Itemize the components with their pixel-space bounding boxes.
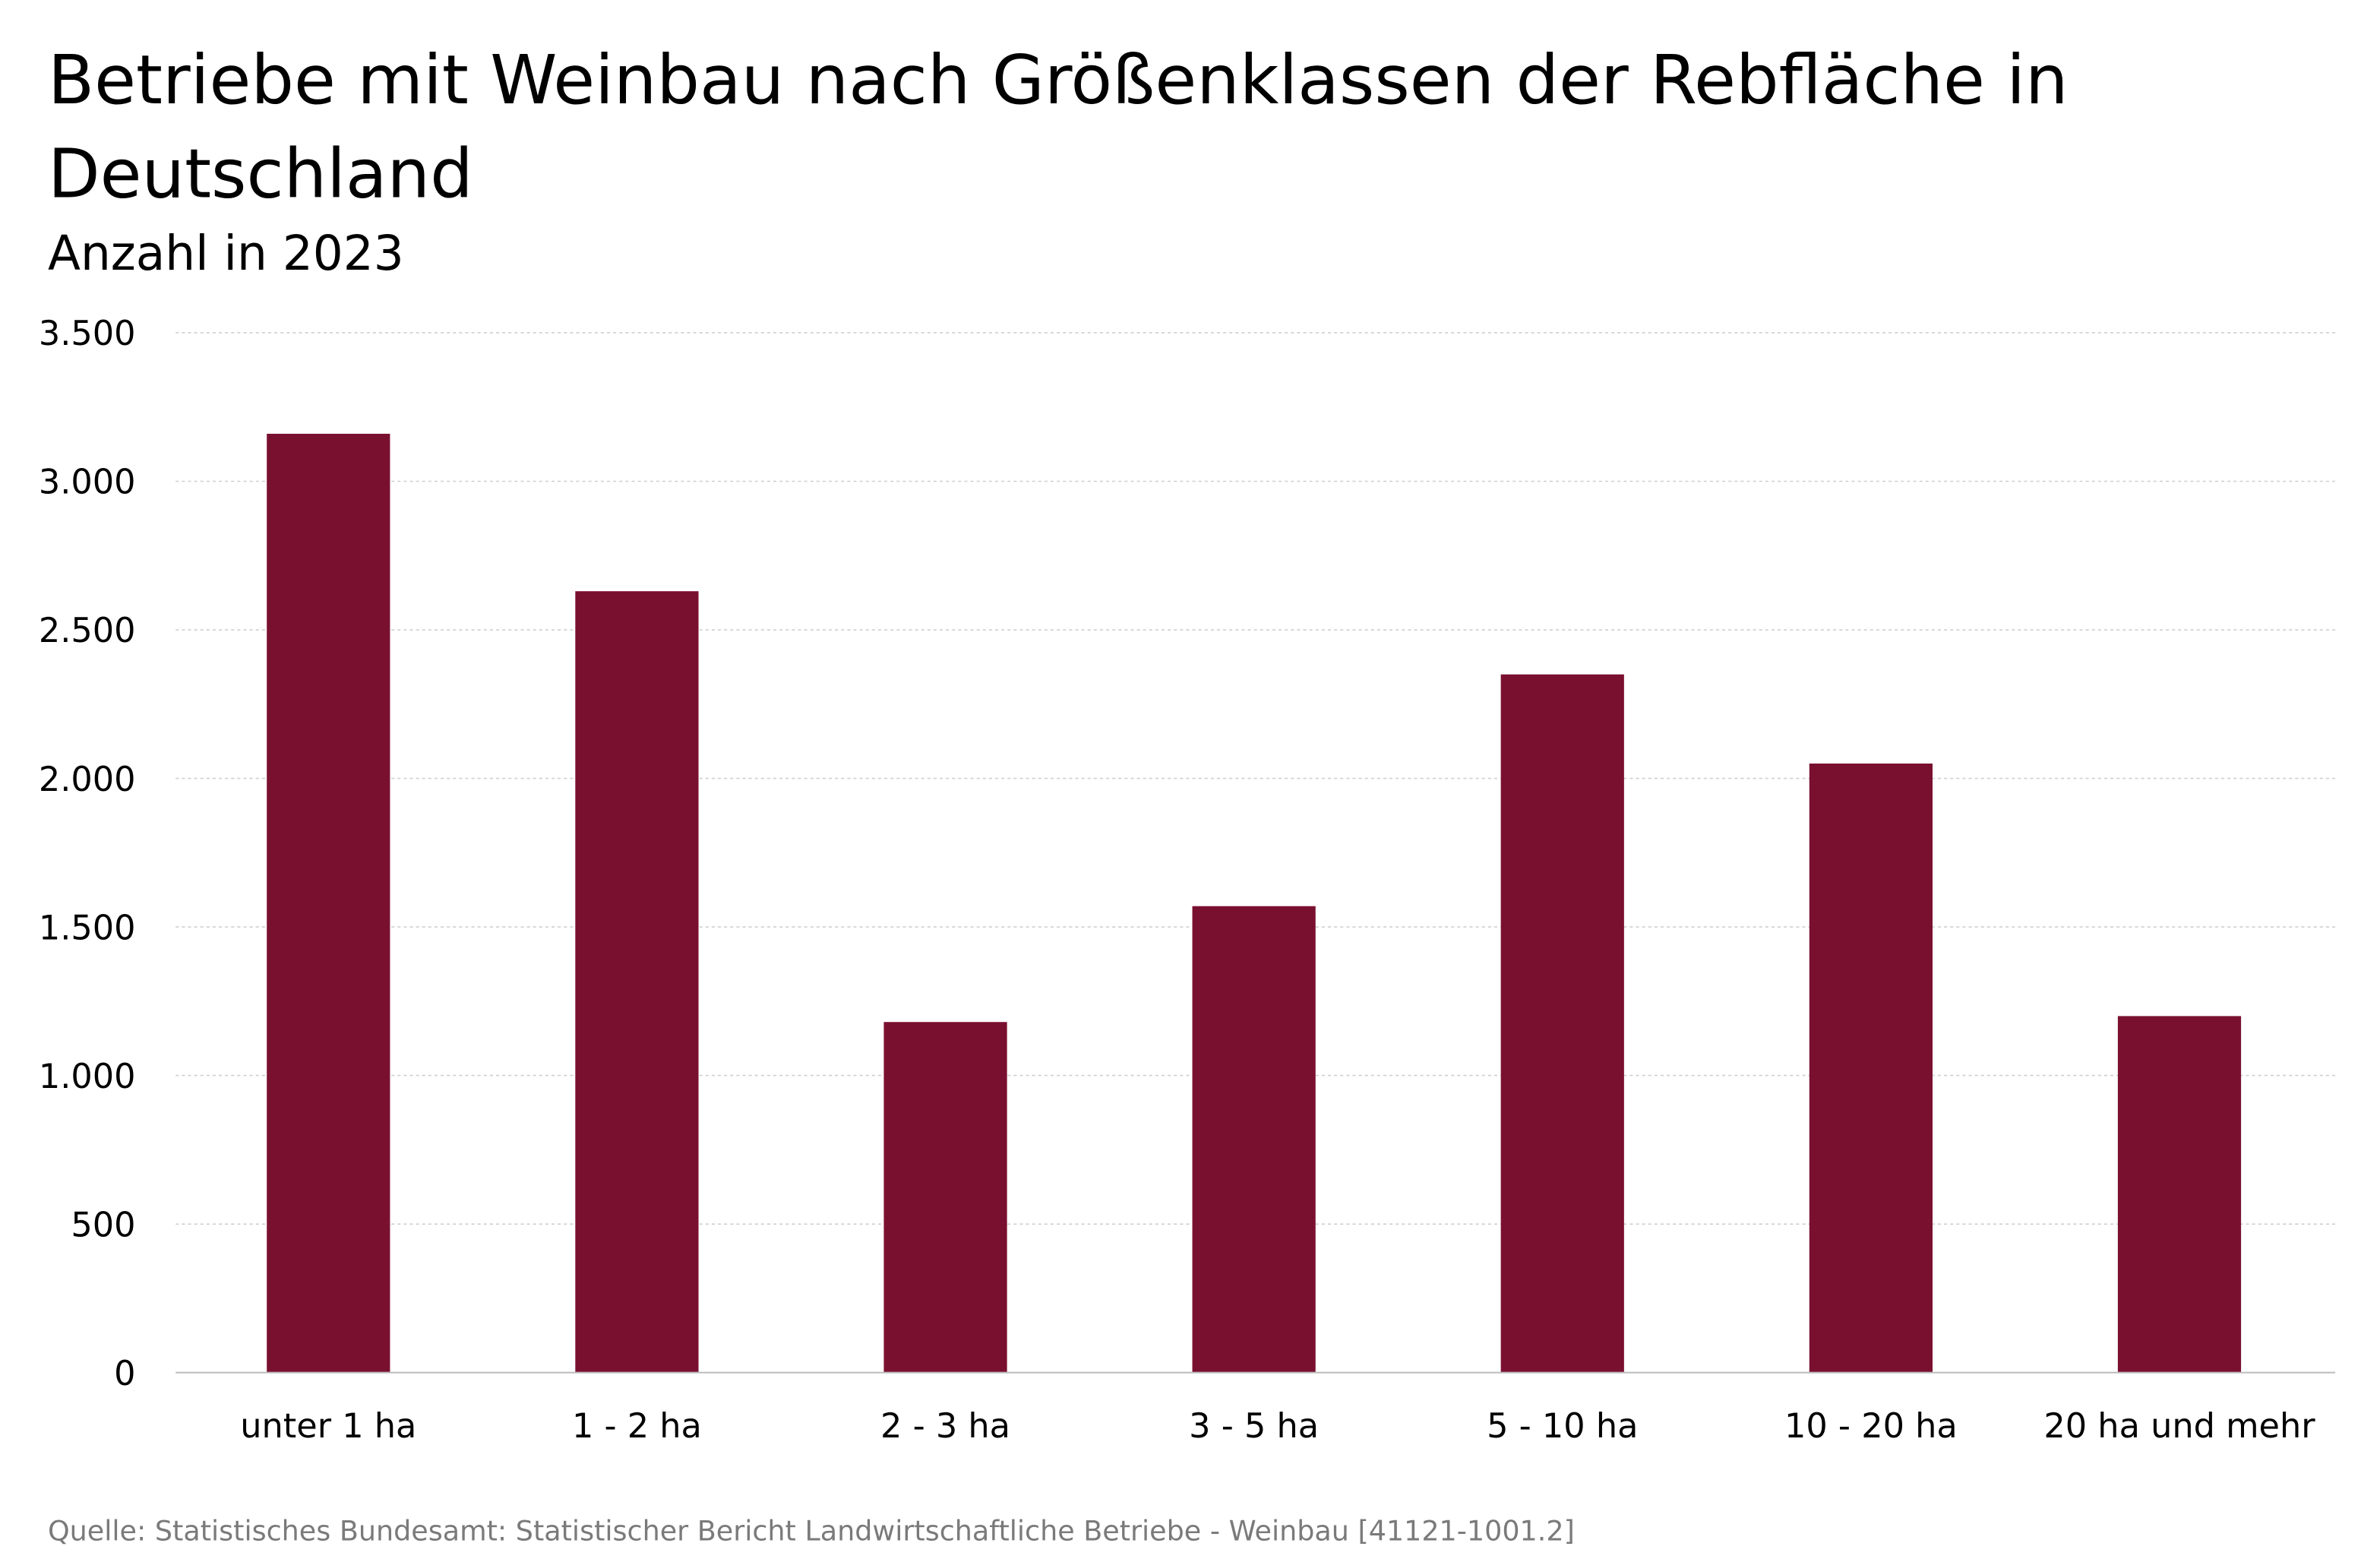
y-tick-label: 1.000 [39,1057,136,1096]
y-tick-label: 3.000 [39,463,136,502]
chart-subtitle: Anzahl in 2023 [48,226,404,281]
x-tick-label: 20 ha und mehr [2043,1406,2315,1446]
y-tick-label: 1.500 [39,908,136,947]
x-tick-label: 1 - 2 ha [572,1406,702,1446]
y-tick-label: 2.500 [39,611,136,650]
y-tick-label: 0 [114,1354,135,1393]
source-note: Quelle: Statistisches Bundesamt: Statist… [48,1515,1575,1548]
y-tick-label: 2.000 [39,760,136,799]
bar-3 [1192,906,1316,1373]
x-tick-label: unter 1 ha [240,1406,416,1446]
bar-6 [2117,1016,2242,1373]
x-tick-label: 2 - 3 ha [880,1406,1010,1446]
chart-title-line-1: Betriebe mit Weinbau nach Größenklassen … [48,41,2069,120]
bar-4 [1500,674,1624,1373]
bar-0 [267,433,390,1373]
y-axis-ticks: 0 500 1.000 1.500 2.000 2.500 3.000 3.500 [39,314,136,1393]
chart-title-line-2: Deutschland [48,135,473,214]
y-tick-label: 500 [71,1205,135,1244]
x-axis-ticks: unter 1 ha 1 - 2 ha 2 - 3 ha 3 - 5 ha 5 - 10… [240,1406,2315,1446]
x-tick-label: 5 - 10 ha [1487,1406,1638,1446]
bars [267,433,2242,1373]
bar-1 [575,591,699,1373]
bar-5 [1809,763,1933,1373]
x-tick-label: 3 - 5 ha [1189,1406,1319,1446]
y-tick-label: 3.500 [39,314,136,353]
bar-2 [883,1022,1007,1373]
x-tick-label: 10 - 20 ha [1784,1406,1958,1446]
